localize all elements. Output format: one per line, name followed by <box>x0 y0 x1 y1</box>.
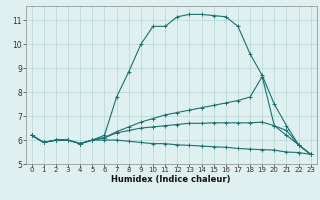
X-axis label: Humidex (Indice chaleur): Humidex (Indice chaleur) <box>111 175 231 184</box>
